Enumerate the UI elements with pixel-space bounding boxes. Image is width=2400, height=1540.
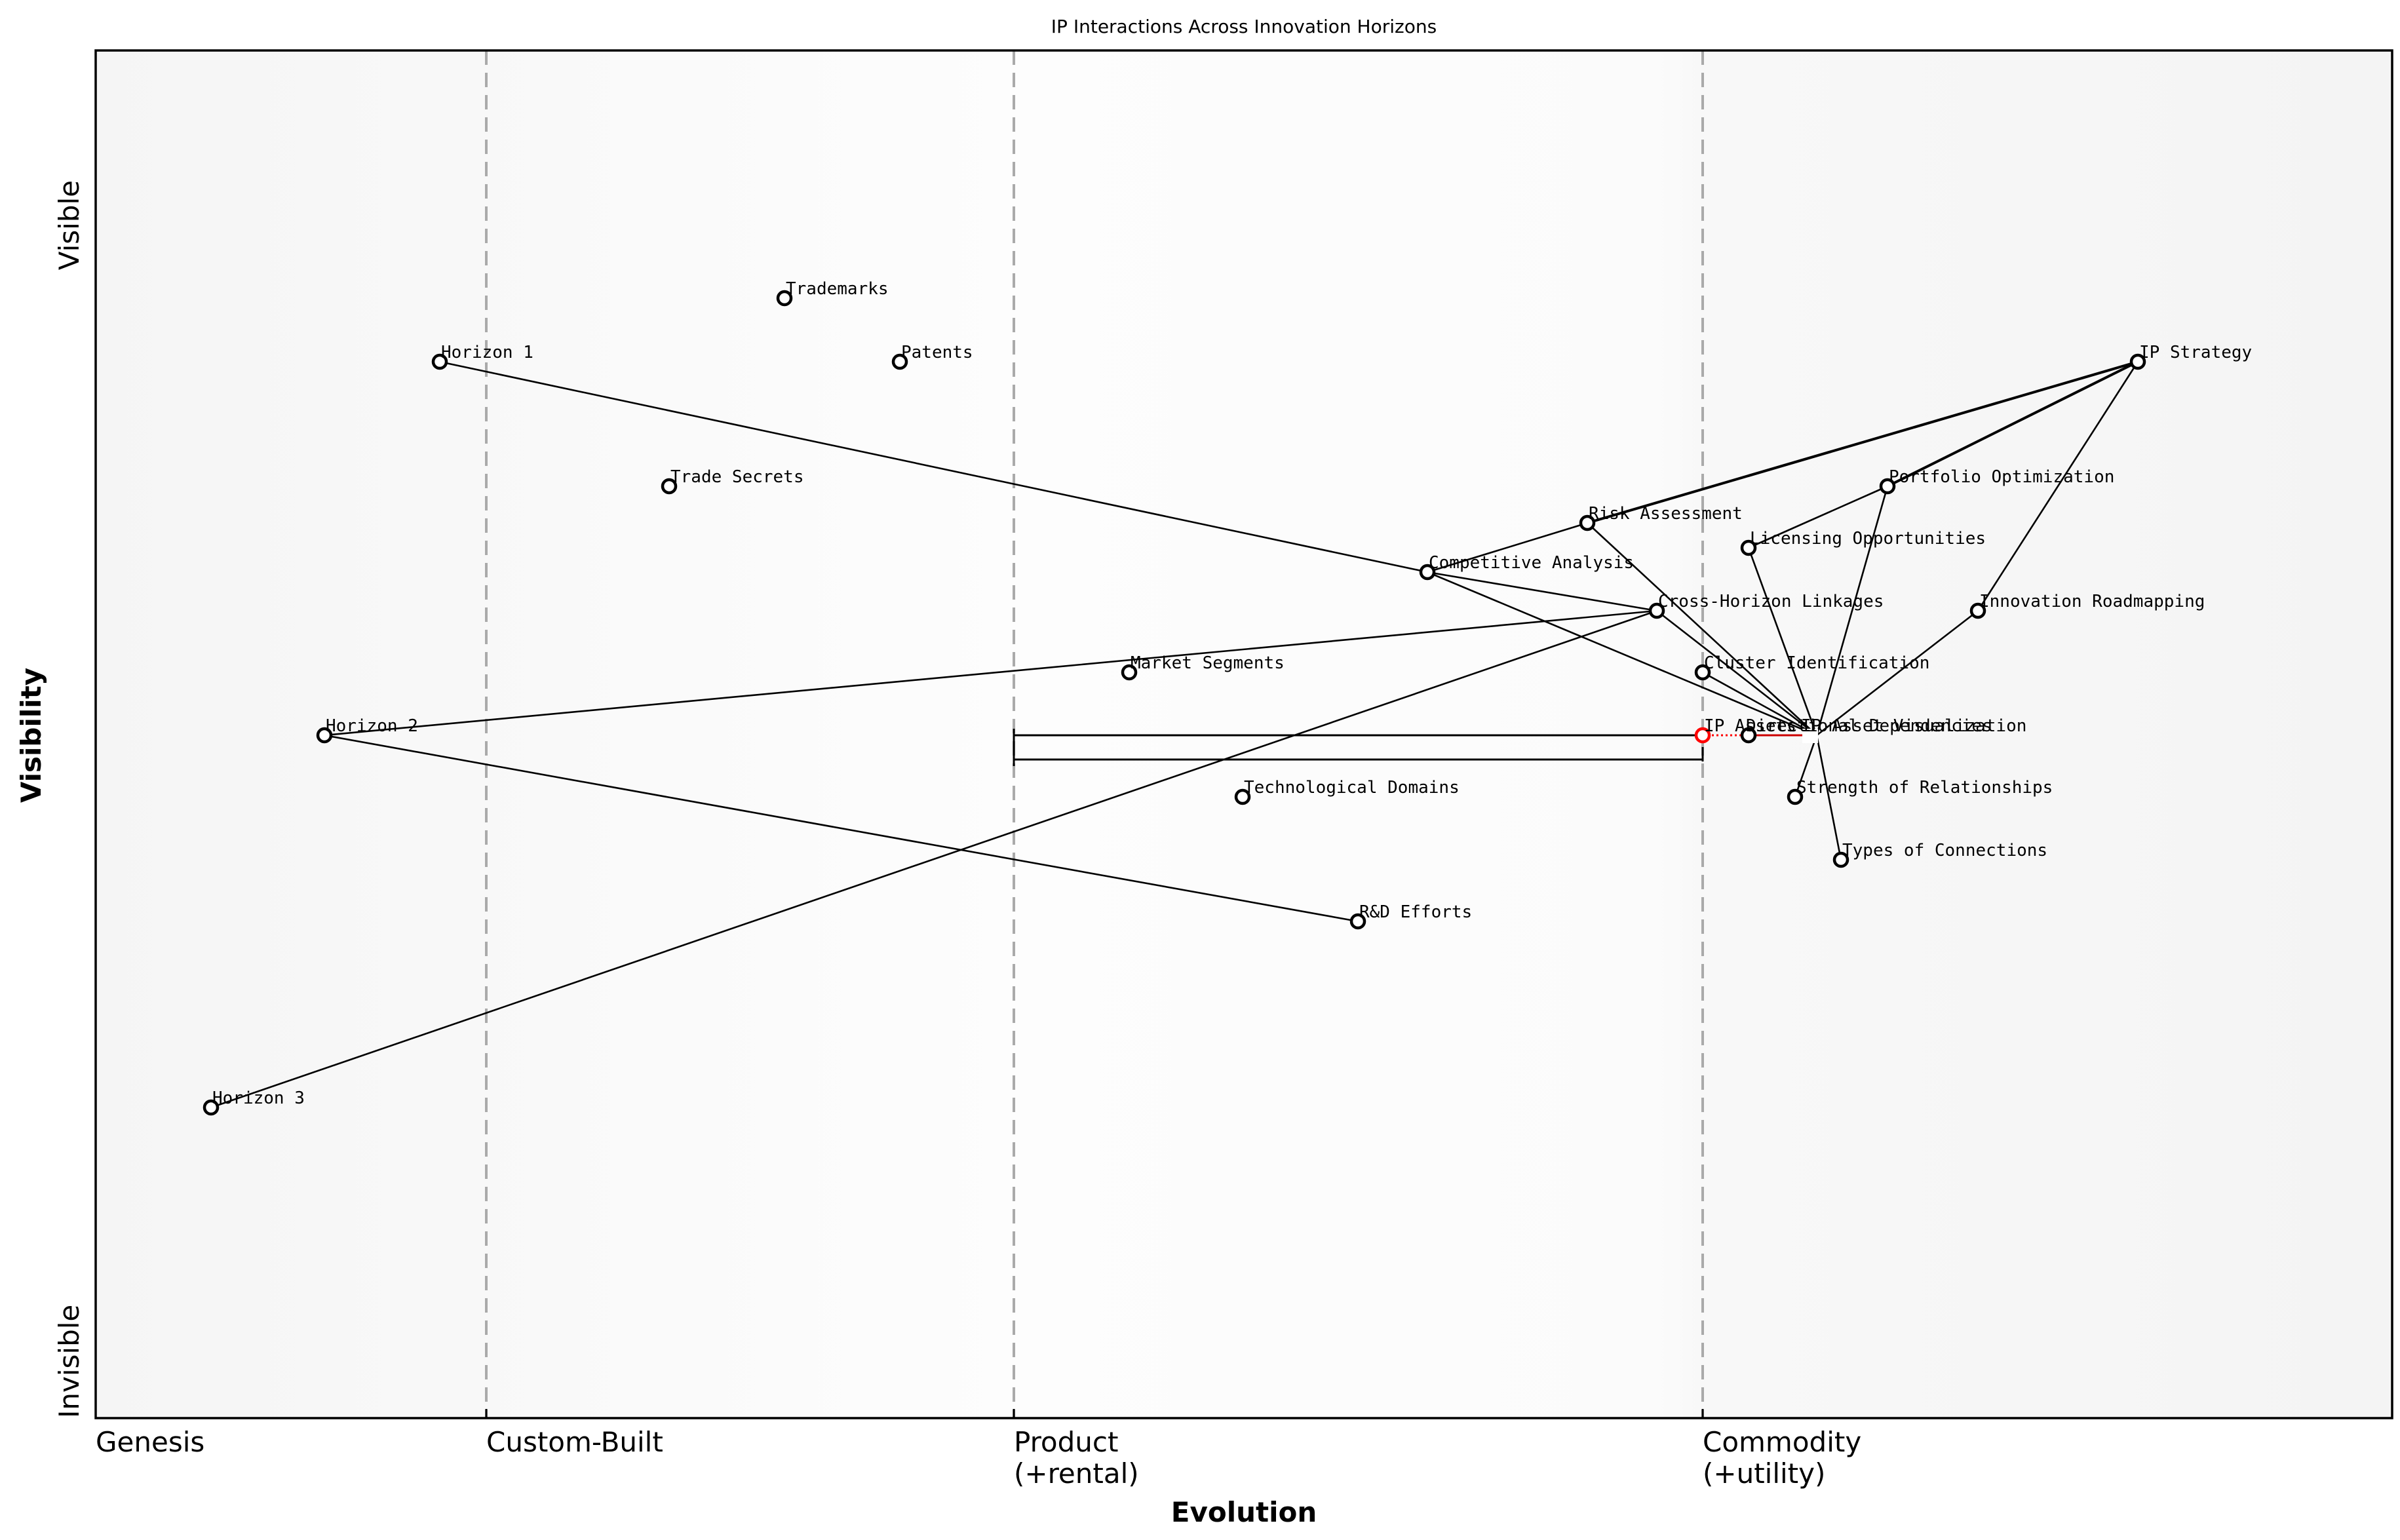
node-patents[interactable] <box>891 353 908 370</box>
edge-horizon2-rd <box>324 734 1359 923</box>
label-patents: Patents <box>901 343 973 362</box>
edge-horizon1-competitive <box>439 360 1428 573</box>
edge-types-hub <box>1815 735 1842 860</box>
stage-label-commodity-sub: (+utility) <box>1703 1457 1825 1490</box>
nodes <box>203 290 2146 1116</box>
label-risk-assessment: Risk Assessment <box>1589 504 1743 524</box>
edge-horizon2-crosshorizon <box>324 609 1657 737</box>
node-horizon1[interactable] <box>431 353 448 370</box>
edge-risk-hub <box>1587 522 1817 736</box>
node-technological-domains[interactable] <box>1234 788 1251 805</box>
node-cross-horizon-linkages[interactable] <box>1648 602 1665 619</box>
stage-label-product-sub: (+rental) <box>1014 1457 1139 1490</box>
node-rd-efforts[interactable] <box>1349 913 1366 930</box>
label-horizon1: Horizon 1 <box>441 343 533 362</box>
label-horizon3: Horizon 3 <box>212 1088 305 1108</box>
label-strength-of-relationships: Strength of Relationships <box>1796 778 2053 798</box>
y-axis-title: Visibility <box>15 668 47 803</box>
hub-marker <box>1802 729 1818 743</box>
chart-title: IP Interactions Across Innovation Horizo… <box>1051 16 1437 37</box>
label-portfolio-optimization: Portfolio Optimization <box>1889 467 2114 487</box>
label-competitive-analysis: Competitive Analysis <box>1429 553 1634 573</box>
label-innovation-roadmapping: Innovation Roadmapping <box>1979 592 2205 611</box>
edge-licensing-hub <box>1747 547 1818 736</box>
node-ip-assets[interactable] <box>1694 727 1711 744</box>
edge-competitive-hub <box>1427 571 1817 737</box>
label-ip-assets: IP Assets <box>1704 716 1796 736</box>
label-ip-asset-visualization: IP Asset Visualization <box>1801 716 2026 736</box>
label-horizon2: Horizon 2 <box>326 716 418 736</box>
label-trade-secrets: Trade Secrets <box>670 467 804 487</box>
label-technological-domains: Technological Domains <box>1244 778 1460 798</box>
edge-horizon3-crosshorizon <box>210 609 1657 1109</box>
edge-competitive-crosshorizon <box>1427 571 1657 612</box>
edge-portfolio-strategy <box>1887 360 2139 488</box>
edge-cluster-hub <box>1702 671 1817 737</box>
node-ip-strategy[interactable] <box>2129 353 2146 370</box>
label-directional-dependencies: Directional Dependencies <box>1746 716 1992 736</box>
label-cluster-identification: Cluster Identification <box>1704 653 1929 673</box>
label-market-segments: Market Segments <box>1131 653 1285 673</box>
y-label-visible: Visible <box>53 180 85 270</box>
node-types-of-connections[interactable] <box>1832 851 1849 868</box>
node-horizon3[interactable] <box>203 1099 220 1116</box>
stage-label-custom-built: Custom-Built <box>486 1426 663 1458</box>
label-trademarks: Trademarks <box>786 279 889 299</box>
node-horizon2[interactable] <box>316 727 333 744</box>
edge-risk-strategy <box>1587 360 2139 524</box>
edge-competitive-risk <box>1427 522 1588 573</box>
node-market-segments[interactable] <box>1121 664 1138 681</box>
stage-label-commodity: Commodity <box>1703 1426 1861 1458</box>
label-ip-strategy: IP Strategy <box>2139 343 2252 362</box>
edge-crosshorizon-hub <box>1656 609 1817 737</box>
x-ticks <box>485 1409 1704 1418</box>
axes-frame <box>94 49 2393 1419</box>
node-trademarks[interactable] <box>776 290 793 307</box>
node-strength-of-relationships[interactable] <box>1787 788 1804 805</box>
edge-portfolio-hub <box>1815 486 1889 736</box>
label-cross-horizon-linkages: Cross-Horizon Linkages <box>1658 592 1884 611</box>
node-directional-dependencies[interactable] <box>1740 727 1757 744</box>
node-trade-secrets[interactable] <box>661 478 678 495</box>
node-licensing-opportunities[interactable] <box>1740 539 1757 556</box>
node-competitive-analysis[interactable] <box>1419 564 1436 581</box>
inertia-bar <box>1013 729 1704 766</box>
stage-label-product: Product <box>1014 1426 1118 1458</box>
node-cluster-identification[interactable] <box>1694 664 1711 681</box>
node-innovation-roadmapping[interactable] <box>1969 602 1986 619</box>
node-risk-assessment[interactable] <box>1579 514 1596 531</box>
x-axis-title: Evolution <box>1171 1496 1317 1528</box>
node-portfolio-optimization[interactable] <box>1879 478 1896 495</box>
edge-licensing-portfolio <box>1748 485 1888 549</box>
stage-label-genesis: Genesis <box>96 1426 204 1458</box>
label-rd-efforts: R&D Efforts <box>1359 902 1472 922</box>
edge-strength-hub <box>1794 735 1818 798</box>
label-types-of-connections: Types of Connections <box>1842 841 2047 860</box>
edge-roadmap-hub <box>1816 609 1979 737</box>
label-licensing-opportunities: Licensing Opportunities <box>1750 529 1986 549</box>
stage-dividers <box>485 50 1704 1418</box>
y-label-invisible: Invisible <box>53 1305 85 1418</box>
edge-strategy-roadmap <box>1977 361 2139 611</box>
node-labels: Trademarks Horizon 1 Patents Trade Secre… <box>212 279 2252 1108</box>
edges <box>210 360 2139 1109</box>
